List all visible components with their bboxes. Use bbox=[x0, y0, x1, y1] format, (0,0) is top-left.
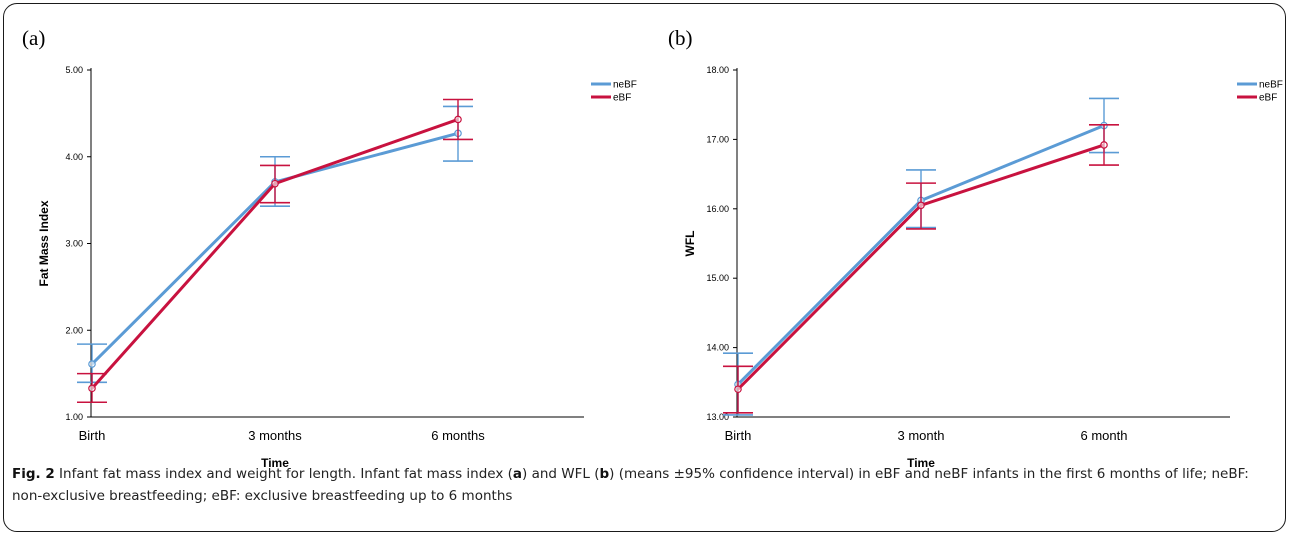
legend-label-neBF: neBF bbox=[1259, 80, 1283, 91]
y-tick-label: 2.00 bbox=[65, 325, 83, 335]
legend-label-neBF: neBF bbox=[613, 80, 637, 91]
y-tick-label: 15.00 bbox=[706, 273, 729, 283]
chart-panel-a: (a) 1.00 2.00 3.00 4.00 5.00 Birth 3 months 6 mo… bbox=[22, 26, 637, 470]
y-tick-label: 18.00 bbox=[706, 65, 729, 75]
figure-frame bbox=[3, 3, 1286, 532]
panel-label: (b) bbox=[668, 26, 693, 50]
y-tick-label: 1.00 bbox=[65, 412, 83, 422]
y-tick-label: 16.00 bbox=[706, 204, 729, 214]
y-tick-label: 17.00 bbox=[706, 134, 729, 144]
data-point-eBF bbox=[88, 384, 96, 393]
y-axis-title: WFL bbox=[683, 231, 697, 257]
caption-ref-a: a bbox=[512, 466, 523, 482]
data-point-eBF bbox=[917, 201, 925, 210]
data-point-eBF bbox=[271, 179, 279, 188]
y-axis-title: Fat Mass Index bbox=[37, 200, 51, 286]
x-tick-label: 6 months bbox=[431, 428, 485, 443]
caption-text-3: ) (means ±95% confidence interval) in eB… bbox=[12, 466, 1249, 504]
y-tick-label: 4.00 bbox=[65, 152, 83, 162]
data-point-eBF bbox=[454, 115, 462, 124]
x-tick-label: 3 month bbox=[898, 428, 945, 443]
figure-label: Fig. 2 bbox=[12, 466, 55, 482]
y-tick-label: 3.00 bbox=[65, 239, 83, 249]
x-axis-title: Time bbox=[907, 456, 935, 470]
panel-label: (a) bbox=[22, 26, 45, 50]
caption-ref-b: b bbox=[599, 466, 610, 482]
caption-text-1: Infant fat mass index and weight for len… bbox=[54, 466, 513, 482]
chart-panel-b: (b) 13.00 14.00 15.00 16.00 17.00 18.00 Birth 3 … bbox=[668, 26, 1283, 470]
x-tick-label: Birth bbox=[79, 428, 106, 443]
x-tick-label: 6 month bbox=[1081, 428, 1128, 443]
data-point-eBF bbox=[1100, 141, 1108, 149]
y-tick-label: 14.00 bbox=[706, 343, 729, 353]
caption-text-2: ) and WFL ( bbox=[522, 466, 600, 482]
legend-label-eBF: eBF bbox=[613, 93, 631, 104]
x-axis-title: Time bbox=[261, 456, 289, 470]
x-tick-label: 3 months bbox=[248, 428, 302, 443]
data-point-eBF bbox=[734, 385, 742, 394]
y-tick-label: 5.00 bbox=[65, 65, 83, 75]
data-point-neBF bbox=[88, 360, 96, 368]
x-tick-label: Birth bbox=[725, 428, 752, 443]
figure-caption: Fig. 2 Infant fat mass index and weight … bbox=[12, 463, 1277, 507]
legend-label-eBF: eBF bbox=[1259, 93, 1277, 104]
y-tick-label: 13.00 bbox=[706, 412, 729, 422]
